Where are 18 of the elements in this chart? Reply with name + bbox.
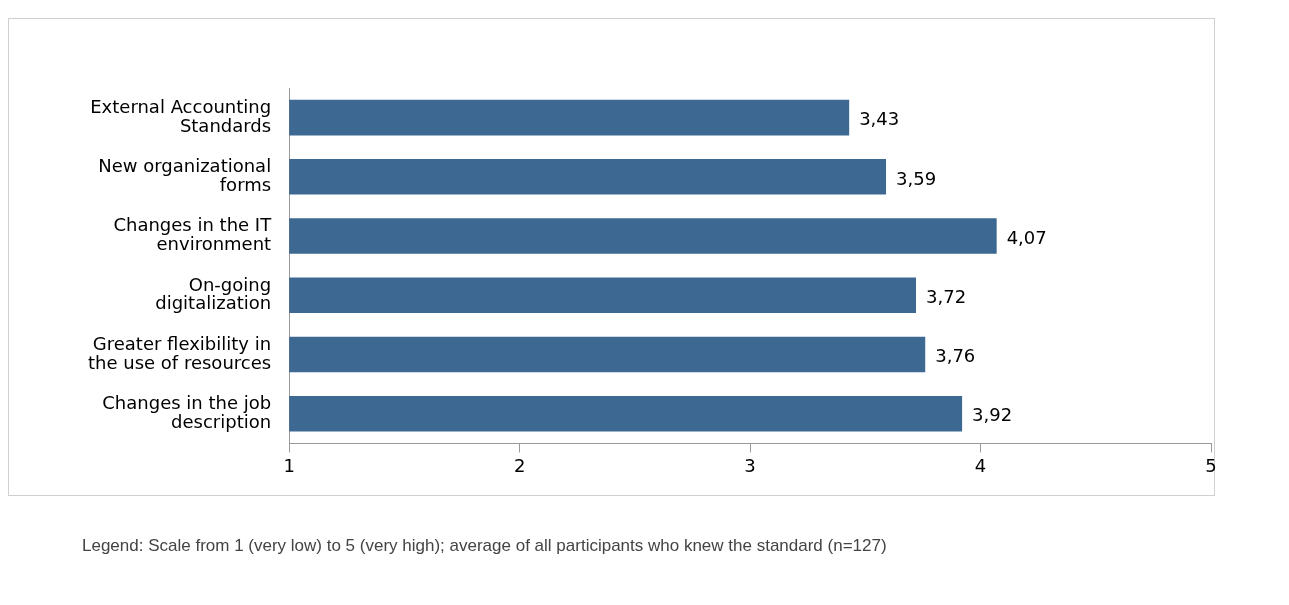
x-tick-label: 4 — [974, 454, 987, 476]
x-tick-label: 3 — [744, 454, 756, 476]
data-label: 3,92 — [972, 404, 1013, 426]
y-tick-label: Greater flexibility in the use of resources — [87, 332, 272, 373]
y-tick-label: Changes in the job description — [102, 392, 272, 432]
data-label: 3,43 — [859, 108, 900, 130]
y-tick-label: External Accounting Standards — [90, 95, 272, 136]
x-tick-label: 5 — [1205, 454, 1217, 476]
x-tick-label: 2 — [513, 454, 526, 476]
data-label: 3,72 — [926, 285, 967, 307]
data-label: 3,59 — [896, 167, 937, 189]
x-tick-label: 1 — [283, 454, 295, 476]
y-tick-label: New organizational forms — [98, 155, 272, 195]
y-tick-label: Changes in the IT environment — [113, 214, 273, 255]
data-label: 3,76 — [935, 345, 976, 367]
y-tick-label: On-going digitalization — [155, 273, 272, 314]
text: Legend: Scale from 1 (very low) to 5 (very high); average of all participants who knew the standard (n=127) — [82, 536, 887, 556]
data-label: 4,07 — [1006, 226, 1047, 248]
